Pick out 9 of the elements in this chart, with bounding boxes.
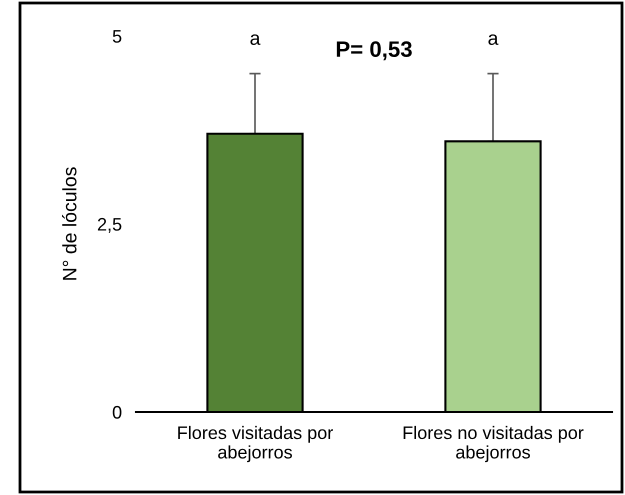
x-tick-label: Flores no visitadas por abejorros	[404, 426, 584, 462]
annotation: P= 0,53	[336, 41, 412, 60]
x-tick-label: Flores visitadas por abejorros	[178, 426, 333, 462]
annotation: a	[488, 34, 498, 45]
y-tick-label: 0	[112, 406, 122, 419]
y-axis-title: N° de lóculos	[62, 167, 77, 280]
y-tick-label: 2,5	[98, 218, 122, 233]
y-tick-label: 5	[112, 30, 122, 43]
annotation: a	[250, 34, 260, 45]
